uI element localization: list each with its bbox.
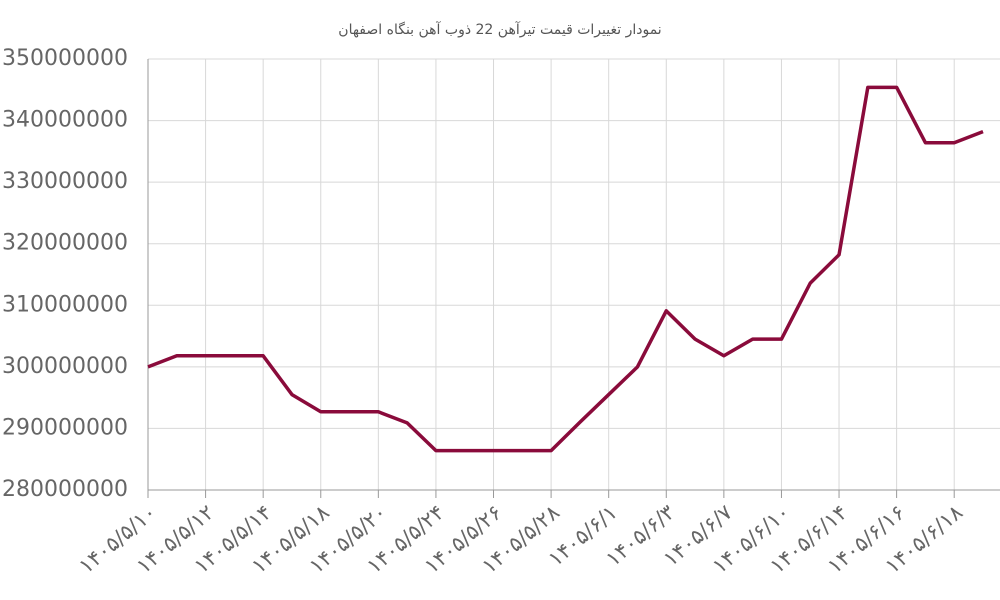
y-tick-label: 320000000 bbox=[2, 231, 128, 256]
y-tick-label: 280000000 bbox=[2, 477, 128, 502]
y-tick-label: 310000000 bbox=[2, 292, 128, 317]
line-series bbox=[147, 85, 984, 453]
y-tick-label: 350000000 bbox=[2, 46, 128, 71]
y-tick-label: 330000000 bbox=[2, 169, 128, 194]
y-tick-label: 300000000 bbox=[2, 354, 128, 379]
y-tick-label: 290000000 bbox=[2, 415, 128, 440]
y-tick-label: 340000000 bbox=[2, 108, 128, 133]
chart-title: نمودار تغییرات قیمت تیرآهن 22 ذوب آهن بن… bbox=[338, 21, 661, 38]
